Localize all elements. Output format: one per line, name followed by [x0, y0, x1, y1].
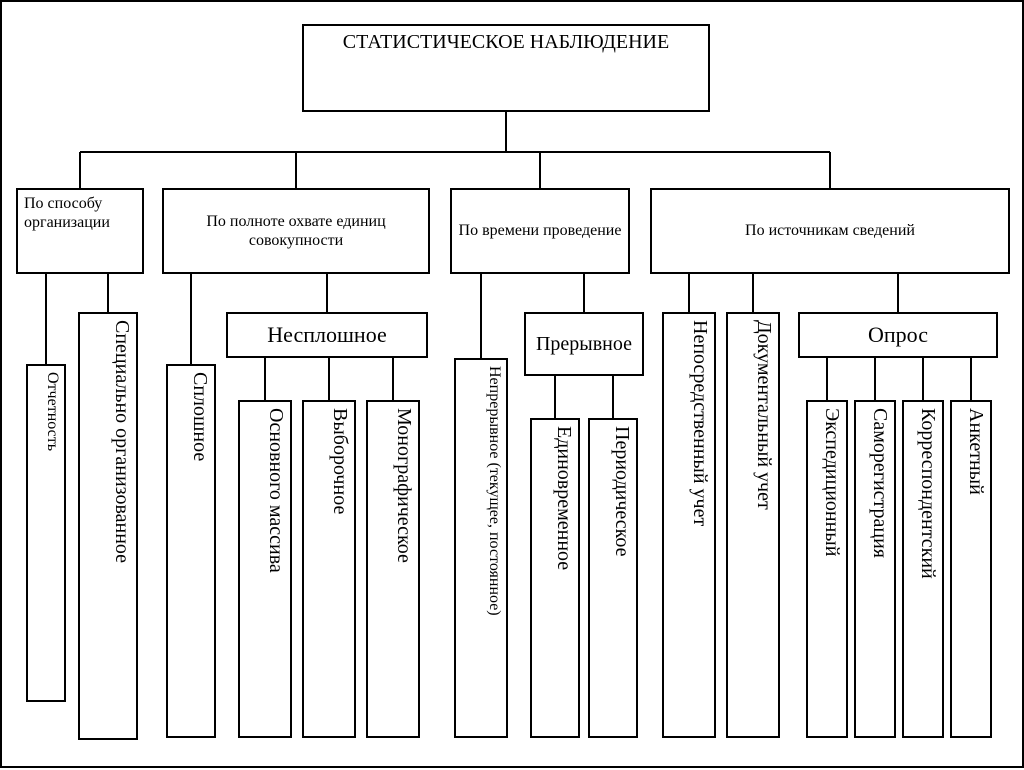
group-label: Несплошное [234, 322, 420, 348]
leaf-self-registration: Саморегистрация [854, 400, 896, 738]
leaf-continuous-time: Непрерывное (текущее, постоянное) [454, 358, 508, 738]
leaf-label: Экспедиционный [810, 408, 844, 556]
branch-time: По времени проведение [450, 188, 630, 274]
leaf-correspondent: Корреспондентский [902, 400, 944, 738]
root-label: СТАТИСТИЧЕСКОЕ НАБЛЮДЕНИЕ [310, 30, 702, 54]
group-non-continuous: Несплошное [226, 312, 428, 358]
branch-label: По способу организации [24, 194, 136, 232]
root-node: СТАТИСТИЧЕСКОЕ НАБЛЮДЕНИЕ [302, 24, 710, 112]
leaf-specially-organized: Специально организованное [78, 312, 138, 740]
leaf-periodic: Периодическое [588, 418, 638, 738]
leaf-expeditionary: Экспедиционный [806, 400, 848, 738]
group-label: Прерывное [532, 332, 636, 356]
group-label: Опрос [806, 322, 990, 348]
leaf-label: Саморегистрация [858, 408, 892, 558]
leaf-label: Основного массива [242, 408, 288, 573]
leaf-label: Анкетный [954, 408, 988, 495]
leaf-documentary-accounting: Документальный учет [726, 312, 780, 738]
branch-sources: По источникам сведений [650, 188, 1010, 274]
leaf-selective: Выборочное [302, 400, 356, 738]
leaf-label: Непосредственный учет [666, 320, 712, 526]
branch-label: По источникам сведений [658, 221, 1002, 240]
leaf-label: Монографическое [370, 408, 416, 563]
leaf-direct-accounting: Непосредственный учет [662, 312, 716, 738]
leaf-questionnaire: Анкетный [950, 400, 992, 738]
branch-organization: По способу организации [16, 188, 144, 274]
leaf-monographic: Монографическое [366, 400, 420, 738]
leaf-label: Сплошное [170, 372, 212, 461]
leaf-label: Выборочное [306, 408, 352, 514]
group-survey: Опрос [798, 312, 998, 358]
leaf-one-time: Единовременное [530, 418, 580, 738]
branch-label: По полноте охвате единиц совокупности [170, 212, 422, 250]
leaf-label: Специально организованное [82, 320, 134, 563]
leaf-label: Периодическое [592, 426, 634, 556]
leaf-label: Отчетность [30, 372, 62, 451]
leaf-main-array: Основного массива [238, 400, 292, 738]
diagram-frame: СТАТИСТИЧЕСКОЕ НАБЛЮДЕНИЕ По способу орг… [0, 0, 1024, 768]
leaf-label: Единовременное [534, 426, 576, 570]
branch-coverage: По полноте охвате единиц совокупности [162, 188, 430, 274]
leaf-label: Корреспондентский [906, 408, 940, 579]
leaf-label: Документальный учет [730, 320, 776, 510]
branch-label: По времени проведение [458, 221, 622, 240]
leaf-label: Непрерывное (текущее, постоянное) [458, 366, 504, 616]
leaf-continuous-coverage: Сплошное [166, 364, 216, 738]
leaf-reporting: Отчетность [26, 364, 66, 702]
group-discontinuous-time: Прерывное [524, 312, 644, 376]
